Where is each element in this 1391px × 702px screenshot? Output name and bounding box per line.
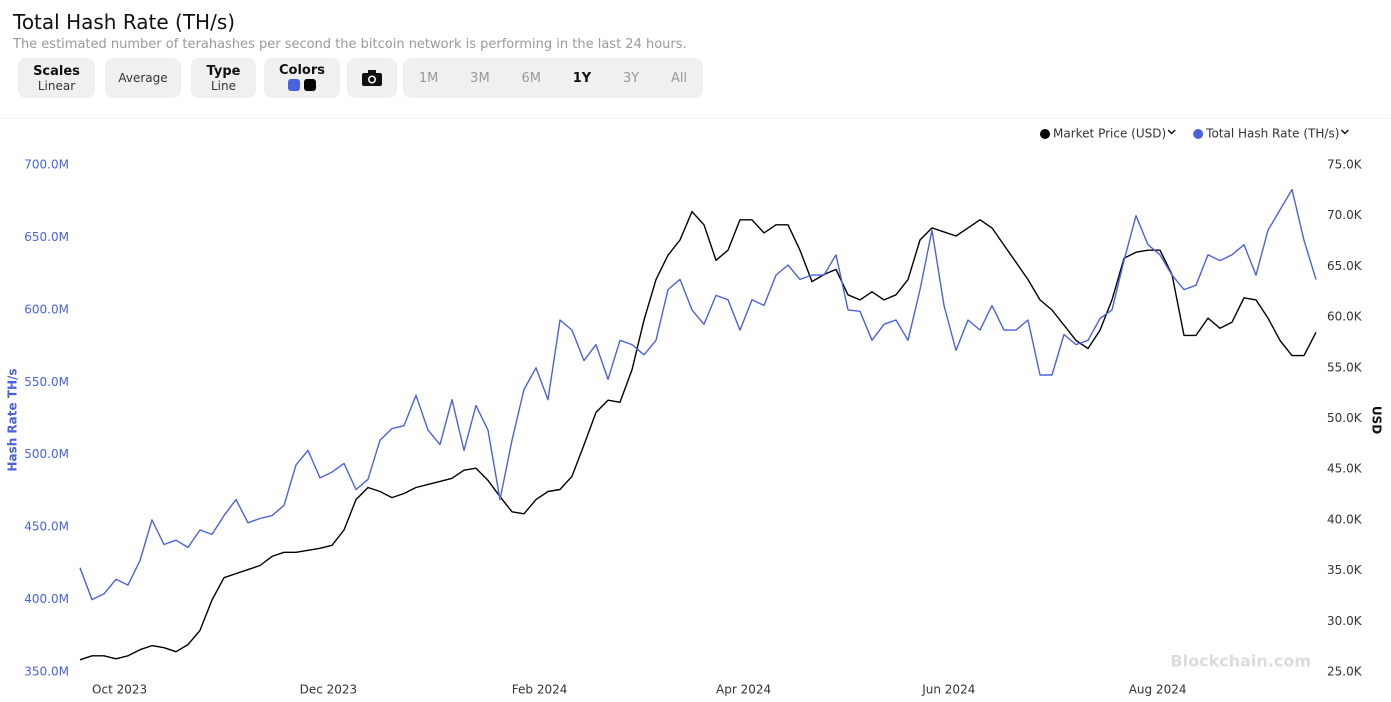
divider	[0, 118, 1391, 119]
y2-tick-label: 55.0K	[1327, 360, 1363, 374]
camera-icon	[362, 70, 382, 86]
range-button[interactable]: All	[670, 70, 688, 86]
y2-tick-label: 45.0K	[1327, 462, 1363, 476]
y2-tick-label: 25.0K	[1327, 665, 1363, 679]
y2-tick-label: 30.0K	[1327, 614, 1363, 628]
range-button[interactable]: 1M	[418, 70, 439, 86]
color-swatch	[304, 78, 316, 91]
y-tick-label: 550.0M	[24, 375, 69, 389]
label: Colors	[278, 62, 325, 78]
y2-axis-label: USD	[1370, 406, 1384, 434]
y2-tick-label: 60.0K	[1327, 310, 1363, 324]
series-line	[79, 188, 1317, 601]
range-button[interactable]: 3M	[470, 70, 490, 86]
range-selector: 1M 3M 6M 1Y 3Y All	[403, 58, 703, 98]
value: Linear	[37, 78, 76, 93]
label: Scales	[33, 63, 80, 79]
subtitle: The estimated number of terahashes per s…	[13, 37, 687, 52]
y-tick-label: 400.0M	[24, 592, 69, 606]
y-tick-label: 450.0M	[24, 520, 69, 534]
y2-tick-label: 35.0K	[1327, 563, 1363, 577]
average-button[interactable]: Average	[105, 58, 181, 98]
swatches	[286, 78, 318, 94]
range-button[interactable]: 6M	[521, 70, 541, 86]
legend-label: Total Hash Rate (TH/s)	[1205, 127, 1339, 141]
watermark: Blockchain.com	[1170, 652, 1311, 671]
y-axis-label: Hash Rate TH/s	[6, 368, 20, 471]
x-tick-label: Dec 2023	[300, 683, 358, 697]
range-button[interactable]: 3Y	[622, 70, 640, 86]
y2-tick-label: 75.0K	[1327, 158, 1363, 172]
x-tick-label: Feb 2024	[512, 683, 568, 697]
x-tick-label: Jun 2024	[921, 683, 975, 697]
legend-label: Market Price (USD)	[1053, 127, 1166, 141]
label: Type	[206, 63, 241, 79]
label: Average	[118, 71, 168, 85]
y-tick-label: 500.0M	[24, 447, 69, 461]
y-tick-label: 600.0M	[24, 302, 69, 316]
y-tick-label: 650.0M	[24, 230, 69, 244]
range-button[interactable]: 1Y	[572, 70, 592, 86]
y-tick-label: 700.0M	[24, 158, 69, 172]
y2-tick-label: 40.0K	[1327, 512, 1363, 526]
y-tick-label: 350.0M	[24, 665, 69, 679]
colors-button[interactable]: Colors	[264, 58, 340, 98]
y2-tick-label: 65.0K	[1327, 259, 1363, 273]
legend-marker	[1040, 129, 1050, 139]
x-tick-label: Apr 2024	[716, 683, 771, 697]
color-swatch	[288, 78, 300, 91]
y2-tick-label: 70.0K	[1327, 208, 1363, 222]
title: Total Hash Rate (TH/s)	[13, 10, 236, 34]
y2-tick-label: 50.0K	[1327, 411, 1363, 425]
series-line	[79, 210, 1317, 661]
legend-marker	[1193, 129, 1204, 139]
legend-chevron	[1167, 129, 1176, 135]
camera-button[interactable]	[347, 58, 397, 98]
x-tick-label: Aug 2024	[1129, 683, 1187, 697]
x-tick-label: Oct 2023	[92, 683, 147, 697]
type-button[interactable]: Type Line	[191, 58, 256, 98]
legend-chevron	[1340, 129, 1349, 135]
scales-button[interactable]: Scales Linear	[18, 58, 95, 98]
value: Line	[210, 78, 236, 93]
